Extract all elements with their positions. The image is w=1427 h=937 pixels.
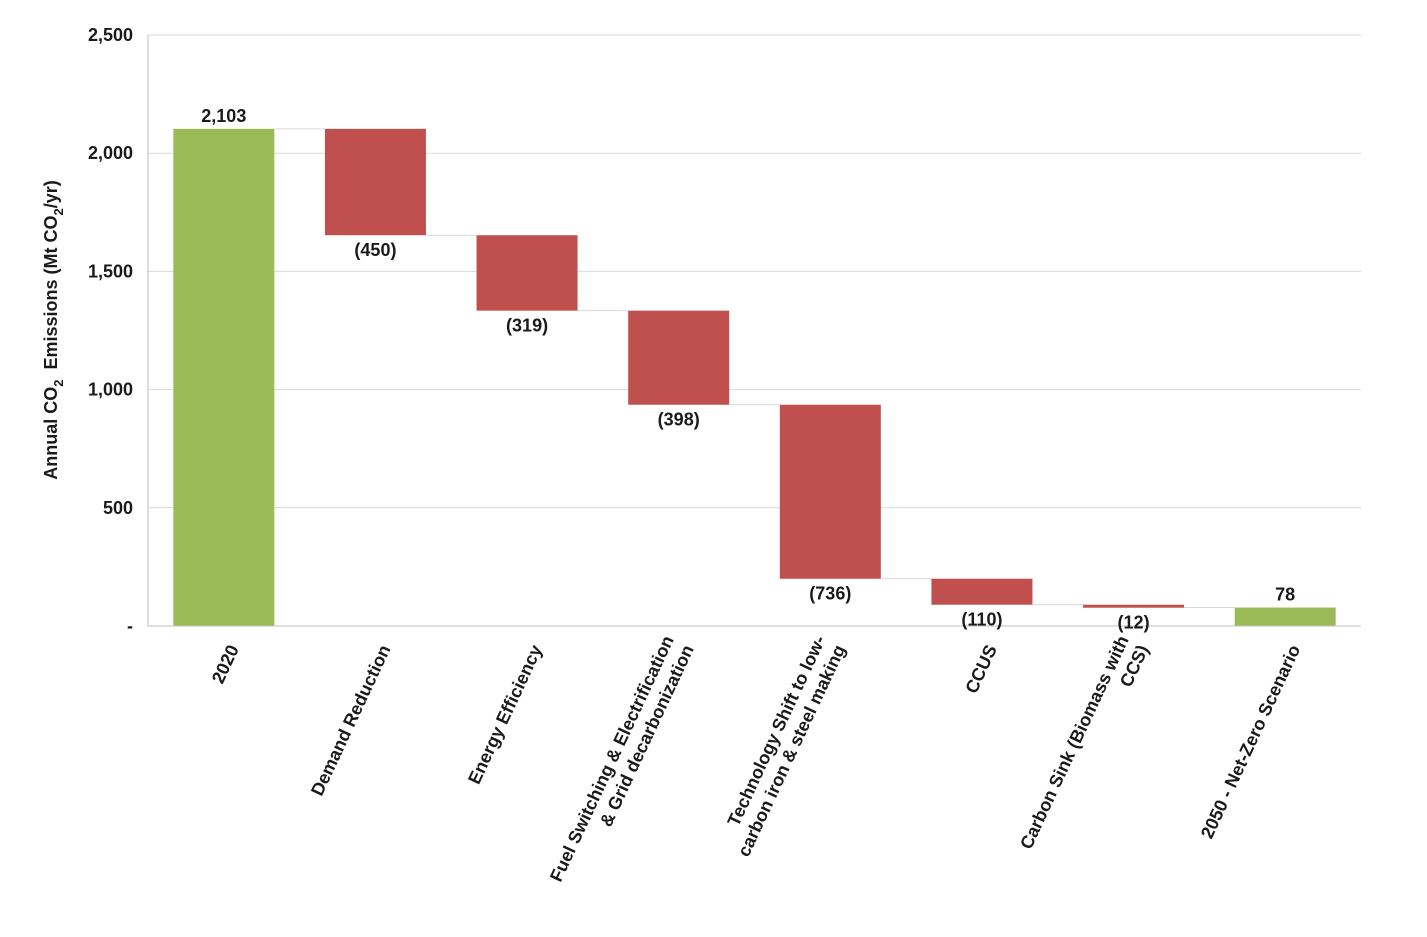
data-label: 78 (1275, 585, 1295, 605)
data-label: (319) (506, 316, 548, 336)
x-category-label: Demand Reduction (307, 642, 394, 799)
x-category-label: Energy Efficiency (464, 642, 546, 787)
y-axis-title-sub: 2 (51, 380, 66, 387)
decrease-bar (324, 128, 426, 236)
connectors (274, 128, 1235, 609)
data-label: (398) (658, 410, 700, 430)
x-category-label: Fuel Switching & Electrification& Grid d… (546, 632, 698, 894)
x-category-label-line: 2020 (208, 642, 243, 687)
y-axis-title: Annual CO2 Emissions (Mt CO2/yr) (41, 180, 66, 480)
x-category-label: Carbon Sink (Biomass withCCS) (1016, 632, 1153, 861)
x-category-label-line: 2050 - Net-Zero Scenario (1197, 642, 1304, 842)
decrease-bar (476, 235, 578, 311)
axes (147, 35, 1361, 627)
x-category-label-line: CCUS (961, 642, 1001, 697)
x-category-label: CCUS (961, 642, 1001, 697)
total-bar (1234, 607, 1336, 626)
x-category-label: 2050 - Net-Zero Scenario (1197, 642, 1304, 842)
y-axis-title-sub2: 2 (51, 208, 66, 215)
x-category-label-line: Energy Efficiency (464, 642, 546, 787)
y-tick-label: 2,500 (88, 25, 133, 45)
total-bar (173, 128, 275, 626)
bars (173, 128, 1336, 626)
data-label: (450) (354, 240, 396, 260)
decrease-bar (931, 578, 1033, 605)
y-axis-title-middle: Emissions (Mt CO (41, 215, 61, 379)
decrease-bar (779, 404, 881, 579)
y-axis-title-prefix: Annual CO (41, 387, 61, 480)
data-label: 2,103 (201, 106, 246, 126)
x-category-label: 2020 (208, 642, 243, 687)
x-category-label-line: Fuel Switching & Electrification (546, 632, 678, 884)
y-tick-label: 2,000 (88, 143, 133, 163)
data-label: (12) (1118, 613, 1150, 633)
category-labels: 2020 Demand Reduction Energy Efficiency Fue… (208, 632, 1304, 894)
y-tick-labels: - 500 1,000 1,500 2,000 2,500 (88, 25, 133, 636)
data-label: (110) (961, 610, 1002, 630)
gridlines (148, 34, 1361, 509)
decrease-bar (628, 310, 730, 405)
data-labels: 2,103 (450) (319) (398) (736) (110) (12) 78 (201, 106, 1295, 633)
x-category-label: Technology Shift to low-carbon iron & st… (714, 632, 850, 859)
y-tick-label: 500 (103, 498, 133, 518)
y-tick-label: - (127, 616, 133, 636)
data-label: (736) (809, 584, 851, 604)
decrease-bar (1083, 604, 1185, 608)
y-tick-label: 1,000 (88, 380, 133, 400)
x-category-label-line: Demand Reduction (307, 642, 394, 799)
y-tick-label: 1,500 (88, 261, 133, 281)
x-category-label-line: Carbon Sink (Biomass with (1016, 632, 1133, 852)
y-axis-title-suffix: /yr) (41, 180, 61, 208)
